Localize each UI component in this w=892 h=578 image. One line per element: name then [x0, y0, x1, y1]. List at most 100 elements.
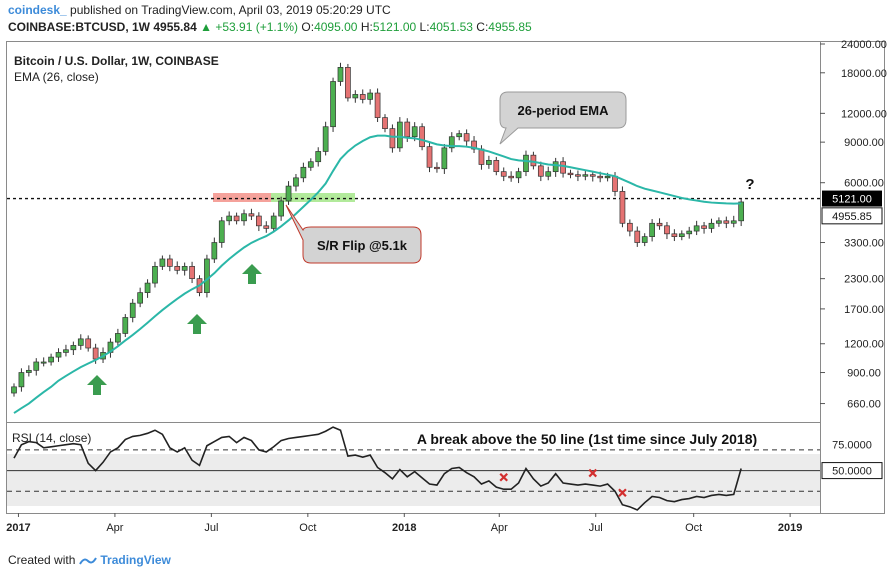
sr-callout[interactable]: S/R Flip @5.1k — [285, 204, 422, 264]
candle[interactable] — [374, 88, 381, 123]
candle[interactable] — [211, 237, 218, 263]
candle[interactable] — [634, 226, 641, 247]
candle[interactable] — [263, 221, 270, 233]
candle[interactable] — [33, 358, 40, 376]
candle[interactable] — [649, 219, 655, 242]
candle[interactable] — [40, 357, 47, 367]
rsi-14-line[interactable] — [13, 426, 742, 511]
candle[interactable] — [122, 314, 129, 338]
candle[interactable] — [293, 173, 299, 192]
candle[interactable] — [448, 132, 455, 153]
candle[interactable] — [330, 77, 336, 132]
rsi-axis[interactable]: 75.0000 50.0000 — [821, 440, 883, 480]
candle[interactable] — [285, 181, 292, 205]
candle[interactable] — [471, 136, 477, 154]
candle[interactable] — [641, 233, 648, 247]
ema-line[interactable] — [13, 134, 742, 414]
candle[interactable] — [152, 261, 158, 288]
candle[interactable] — [560, 157, 566, 178]
candle[interactable] — [523, 150, 529, 177]
rsi-line[interactable] — [13, 426, 742, 511]
candle[interactable] — [708, 218, 715, 233]
candles[interactable] — [11, 62, 745, 397]
candle[interactable] — [77, 334, 84, 350]
candle[interactable] — [129, 298, 136, 323]
candle[interactable] — [730, 215, 737, 228]
candle[interactable] — [671, 229, 678, 242]
candle[interactable] — [575, 170, 581, 182]
candle[interactable] — [486, 155, 492, 169]
candle[interactable] — [204, 254, 210, 298]
candle[interactable] — [382, 114, 388, 133]
candle[interactable] — [627, 219, 633, 237]
candle[interactable] — [389, 124, 396, 153]
candle[interactable] — [723, 216, 730, 229]
candle[interactable] — [619, 186, 626, 228]
candle[interactable] — [174, 261, 181, 275]
candle[interactable] — [419, 123, 425, 151]
candle[interactable] — [716, 217, 722, 227]
candle[interactable] — [85, 335, 92, 352]
candle[interactable] — [537, 161, 544, 182]
price-axis-frame[interactable] — [820, 41, 885, 514]
candle[interactable] — [48, 353, 54, 366]
candle[interactable] — [115, 328, 121, 347]
candle[interactable] — [11, 383, 17, 397]
candle[interactable] — [552, 157, 559, 177]
tradingview-link[interactable]: TradingView — [100, 553, 171, 567]
ema-callout[interactable]: 26-period EMA — [499, 91, 627, 145]
candle[interactable] — [456, 130, 463, 141]
candle[interactable] — [248, 208, 255, 221]
candle[interactable] — [396, 117, 403, 152]
candle[interactable] — [359, 89, 366, 104]
candle[interactable] — [300, 162, 307, 183]
candle[interactable] — [25, 365, 32, 377]
candle[interactable] — [693, 220, 700, 236]
candle[interactable] — [463, 129, 470, 146]
candle[interactable] — [367, 89, 374, 105]
candle[interactable] — [166, 254, 173, 272]
candle[interactable] — [315, 147, 322, 167]
candle[interactable] — [582, 169, 589, 181]
candle[interactable] — [567, 169, 574, 179]
candle[interactable] — [441, 144, 448, 174]
candle[interactable] — [278, 196, 284, 221]
candle[interactable] — [189, 261, 195, 284]
candle[interactable] — [307, 158, 314, 171]
candle[interactable] — [181, 262, 188, 276]
candle[interactable] — [426, 142, 433, 173]
candle[interactable] — [233, 212, 240, 225]
candle[interactable] — [241, 209, 247, 226]
time-axis[interactable]: 2017AprJulOct2018AprJulOct2019May — [6, 513, 892, 534]
candle[interactable] — [738, 198, 745, 227]
candle[interactable] — [18, 368, 25, 392]
candle[interactable] — [515, 167, 522, 184]
publisher-name[interactable]: coindesk_ — [8, 3, 67, 17]
price-axis[interactable]: 24000.00 18000.00 12000.00 9000.00 6000.00 33… — [820, 39, 887, 411]
candle[interactable] — [664, 221, 670, 240]
candle[interactable] — [493, 156, 500, 176]
candle[interactable] — [270, 212, 277, 232]
candle[interactable] — [352, 90, 359, 103]
candle[interactable] — [337, 62, 344, 86]
candle[interactable] — [63, 344, 69, 357]
candle[interactable] — [508, 171, 514, 182]
candle[interactable] — [345, 63, 351, 102]
candle[interactable] — [434, 162, 440, 173]
candle[interactable] — [159, 255, 166, 270]
candle[interactable] — [137, 287, 143, 308]
ema-26-line[interactable] — [13, 134, 742, 414]
candle[interactable] — [107, 338, 114, 358]
candle[interactable] — [545, 166, 552, 181]
candle[interactable] — [322, 121, 329, 156]
candle[interactable] — [256, 212, 262, 232]
candle[interactable] — [226, 211, 233, 226]
candle[interactable] — [500, 167, 507, 182]
candle[interactable] — [218, 216, 225, 248]
candle[interactable] — [144, 279, 151, 298]
candle[interactable] — [678, 230, 685, 241]
candle[interactable] — [656, 218, 663, 230]
candle[interactable] — [70, 341, 77, 355]
candle[interactable] — [55, 348, 62, 362]
